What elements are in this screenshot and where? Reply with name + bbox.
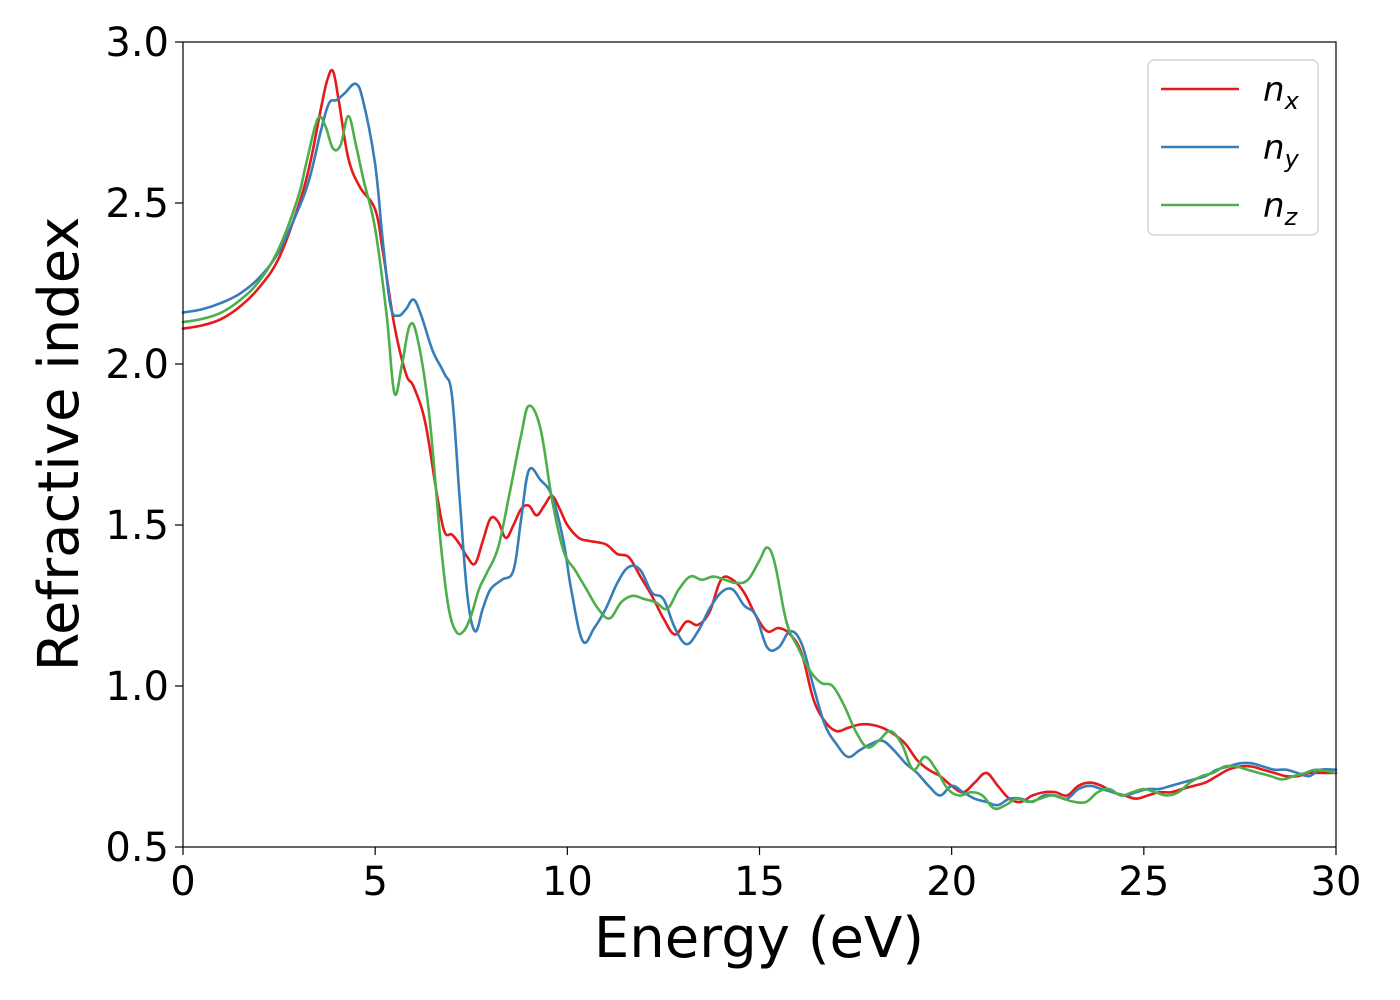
x-tick-label: 5 <box>362 859 387 905</box>
y-tick-label: 3.0 <box>105 20 169 66</box>
legend-label-x: nx <box>1263 70 1300 115</box>
y-tick-label: 2.5 <box>105 181 169 227</box>
legend-label-subscript: z <box>1284 203 1299 231</box>
x-tick-label: 30 <box>1311 859 1362 905</box>
x-axis-title: Energy (eV) <box>594 906 924 971</box>
y-tick-label: 1.5 <box>105 503 169 549</box>
x-tick-label: 25 <box>1118 859 1169 905</box>
series-layer <box>181 68 1338 811</box>
y-tick-label: 0.5 <box>105 825 169 871</box>
legend-label-z: nz <box>1263 186 1299 231</box>
x-tick-label: 15 <box>734 859 785 905</box>
legend-label-subscript: x <box>1284 87 1300 115</box>
legend-label-main: n <box>1263 186 1285 226</box>
series-line-z <box>181 114 1338 811</box>
legend-label-y: ny <box>1263 128 1300 173</box>
y-axis-title: Refractive index <box>27 217 92 672</box>
y-tick-label: 2.0 <box>105 342 169 388</box>
x-tick-label: 20 <box>926 859 977 905</box>
legend-label-main: n <box>1263 70 1285 110</box>
x-axis: 0 5 10 15 20 25 30 <box>170 847 1361 905</box>
x-tick-label: 10 <box>542 859 593 905</box>
legend-label-subscript: y <box>1284 145 1300 173</box>
legend-label-main: n <box>1263 128 1285 168</box>
x-tick-label: 0 <box>170 859 195 905</box>
y-axis: 0.5 1.0 1.5 2.0 2.5 3.0 <box>105 20 183 871</box>
y-tick-label: 1.0 <box>105 664 169 710</box>
plot-background <box>183 42 1336 847</box>
